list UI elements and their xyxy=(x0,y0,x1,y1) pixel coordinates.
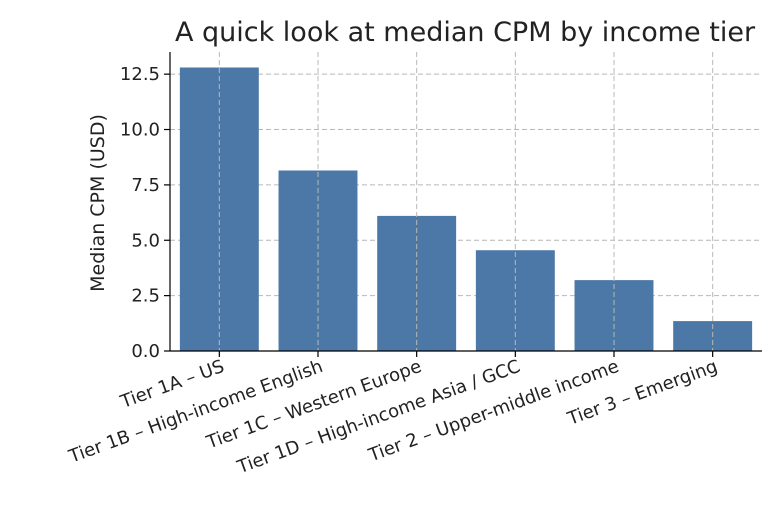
y-tick-label: 12.5 xyxy=(120,64,160,85)
y-tick-label: 7.5 xyxy=(131,175,160,196)
bar xyxy=(574,280,654,351)
y-tick-label: 5.0 xyxy=(131,230,160,251)
y-tick-label: 2.5 xyxy=(131,286,160,307)
vertical-grid-lines xyxy=(218,52,714,351)
y-tick-label: 10.0 xyxy=(120,120,160,141)
y-ticks: 0.0 2.5 5.0 7.5 10.0 12.5 xyxy=(120,64,170,362)
chart-title: A quick look at median CPM by income tie… xyxy=(175,17,756,48)
y-tick-label: 0.0 xyxy=(131,341,160,362)
axes xyxy=(169,52,762,352)
y-axis-label: Median CPM (USD) xyxy=(87,114,109,292)
bars xyxy=(179,67,753,352)
